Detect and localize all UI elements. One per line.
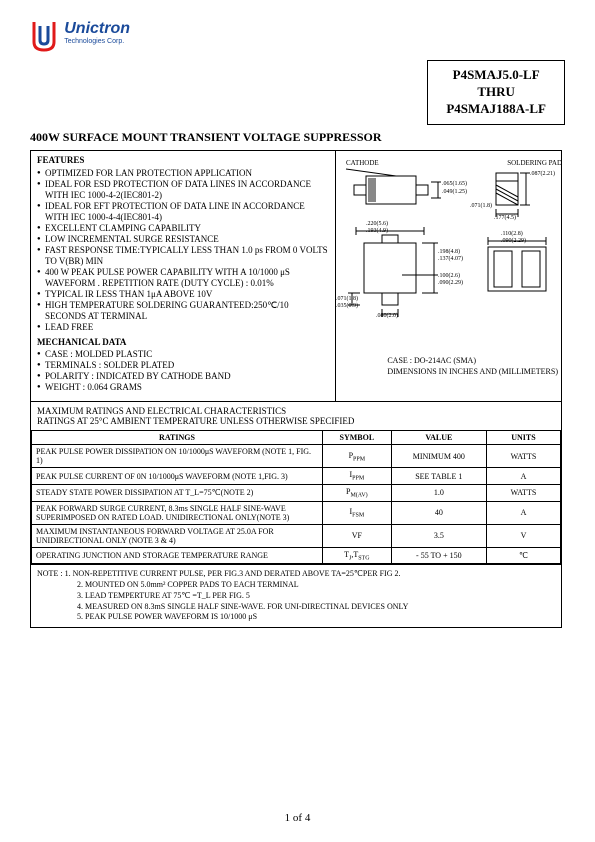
soldering-pad-label: SOLDERING PAD [507,159,562,167]
table-row: PEAK PULSE POWER DISSIPATION ON 10/1000μ… [32,445,561,468]
part-line-1: P4SMAJ5.0-LF [446,67,546,84]
notes-label: NOTE : [37,569,63,578]
page-number: 1 of 4 [0,812,595,824]
table-row: PEAK FORWARD SURGE CURRENT, 8.3ms SINGLE… [32,501,561,524]
table-header: SYMBOL [322,431,391,445]
feature-item: FAST RESPONSE TIME:TYPICALLY LESS THAN 1… [37,245,329,267]
table-header: VALUE [391,431,486,445]
table-cell: V [486,524,560,547]
table-cell: OPERATING JUNCTION AND STORAGE TEMPERATU… [32,547,323,564]
package-diagram-svg [336,151,572,341]
logo-subtitle: Technologies Corp. [64,38,130,45]
mechanical-item: POLARITY : INDICATED BY CATHODE BAND [37,371,329,382]
part-line-3: P4SMAJ188A-LF [446,101,546,118]
feature-item: IDEAL FOR ESD PROTECTION OF DATA LINES I… [37,179,329,201]
table-cell: 40 [391,501,486,524]
dim-label: .049(1.25) [442,189,467,195]
note-item: 5. PEAK PULSE POWER WAVEFORM IS 10/1000 … [37,612,555,623]
dim-label: .220(5.6) [366,221,388,227]
mechanical-item: TERMINALS : SOLDER PLATED [37,360,329,371]
feature-item: HIGH TEMPERATURE SOLDERING GUARANTEED:25… [37,300,329,322]
dim-label: .090(2.29) [501,238,526,244]
feature-item: 400 W PEAK PULSE POWER CAPABILITY WITH A… [37,267,329,289]
table-row: MAXIMUM INSTANTANEOUS FORWARD VOLTAGE AT… [32,524,561,547]
package-diagram: CATHODE SOLDERING PAD [336,151,572,401]
table-header-row: RATINGS SYMBOL VALUE UNITS [32,431,561,445]
dim-label: .198(4.8) [438,249,460,255]
dim-label: .137(4.07) [438,256,463,262]
table-cell: A [486,501,560,524]
dim-label: .035(0.9) [336,303,358,309]
dim-label: .090(2.29) [438,280,463,286]
feature-item: OPTIMIZED FOR LAN PROTECTION APPLICATION [37,168,329,179]
dim-label: .110(2.8) [501,231,523,237]
cathode-label: CATHODE [346,159,379,167]
table-cell: IFSM [322,501,391,524]
table-cell: PEAK FORWARD SURGE CURRENT, 8.3ms SINGLE… [32,501,323,524]
dim-label: .071(1.8) [336,296,358,302]
company-logo: Unictron Technologies Corp. [30,20,130,54]
mechanical-item: CASE : MOLDED PLASTIC [37,349,329,360]
table-cell: PEAK PULSE CURRENT OF 0N 10/1000μS WAVEF… [32,468,323,485]
feature-item: IDEAL FOR EFT PROTECTION OF DATA LINE IN… [37,201,329,223]
feature-item: LEAD FREE [37,322,329,333]
table-cell: WATTS [486,484,560,501]
dimensions-note: DIMENSIONS IN INCHES AND (MILLIMETERS) [387,366,558,377]
feature-item: LOW INCREMENTAL SURGE RESISTANCE [37,234,329,245]
table-cell: WATTS [486,445,560,468]
table-cell: TJ,TSTG [322,547,391,564]
table-cell: ℃ [486,547,560,564]
dim-label: .080(2.0) [376,313,398,319]
table-cell: MAXIMUM INSTANTANEOUS FORWARD VOLTAGE AT… [32,524,323,547]
dim-label: .100(2.6) [438,273,460,279]
dim-label: .071(1.8) [470,203,492,209]
ratings-intro-line-2: RATINGS AT 25°C AMBIENT TEMPERATURE UNLE… [37,416,555,426]
table-cell: VF [322,524,391,547]
features-panel: FEATURES OPTIMIZED FOR LAN PROTECTION AP… [31,151,336,401]
mechanical-list: CASE : MOLDED PLASTIC TERMINALS : SOLDER… [37,349,329,393]
case-note: CASE : DO-214AC (SMA) [387,355,558,366]
table-row: STEADY STATE POWER DISSIPATION AT T_L=75… [32,484,561,501]
note-item: 1. NON-REPETITIVE CURRENT PULSE, PER FIG… [65,569,401,578]
mechanical-heading: MECHANICAL DATA [37,337,329,348]
table-cell: PEAK PULSE POWER DISSIPATION ON 10/1000μ… [32,445,323,468]
feature-item: EXCELLENT CLAMPING CAPABILITY [37,223,329,234]
part-number-box: P4SMAJ5.0-LF THRU P4SMAJ188A-LF [427,60,565,125]
table-header: UNITS [486,431,560,445]
dim-label: .087(2.21) [530,171,555,177]
table-cell: 1.0 [391,484,486,501]
table-row: PEAK PULSE CURRENT OF 0N 10/1000μS WAVEF… [32,468,561,485]
logo-icon [30,20,58,54]
ratings-table: RATINGS SYMBOL VALUE UNITS PEAK PULSE PO… [31,430,561,564]
table-cell: STEADY STATE POWER DISSIPATION AT T_L=75… [32,484,323,501]
note-item: 2. MOUNTED ON 5.0mm² COPPER PADS TO EACH… [37,580,555,591]
table-cell: PPPM [322,445,391,468]
note-item: 4. MEASURED ON 8.3mS SINGLE HALF SINE-WA… [37,602,555,613]
table-cell: MINIMUM 400 [391,445,486,468]
page-title: 400W SURFACE MOUNT TRANSIENT VOLTAGE SUP… [30,130,382,145]
features-list: OPTIMIZED FOR LAN PROTECTION APPLICATION… [37,168,329,333]
table-cell: IPPM [322,468,391,485]
dim-label: .065(1.65) [442,181,467,187]
dim-label: .193(4.9) [366,228,388,234]
table-header: RATINGS [32,431,323,445]
dim-label: .177(4.5) [494,215,516,221]
table-row: OPERATING JUNCTION AND STORAGE TEMPERATU… [32,547,561,564]
table-cell: - 55 TO + 150 [391,547,486,564]
part-line-2: THRU [446,84,546,101]
feature-item: TYPICAL IR LESS THAN 1μA ABOVE 10V [37,289,329,300]
features-heading: FEATURES [37,155,329,166]
note-item: 3. LEAD TEMPERTURE AT 75℃ =T_L PER FIG. … [37,591,555,602]
table-cell: 3.5 [391,524,486,547]
notes-section: NOTE : 1. NON-REPETITIVE CURRENT PULSE, … [31,564,561,627]
table-cell: SEE TABLE 1 [391,468,486,485]
table-cell: PM(AV) [322,484,391,501]
logo-name: Unictron [64,20,130,38]
ratings-intro: MAXIMUM RATINGS AND ELECTRICAL CHARACTER… [31,401,561,430]
table-cell: A [486,468,560,485]
mechanical-item: WEIGHT : 0.064 GRAMS [37,382,329,393]
ratings-intro-line-1: MAXIMUM RATINGS AND ELECTRICAL CHARACTER… [37,406,555,416]
main-spec-box: FEATURES OPTIMIZED FOR LAN PROTECTION AP… [30,150,562,628]
